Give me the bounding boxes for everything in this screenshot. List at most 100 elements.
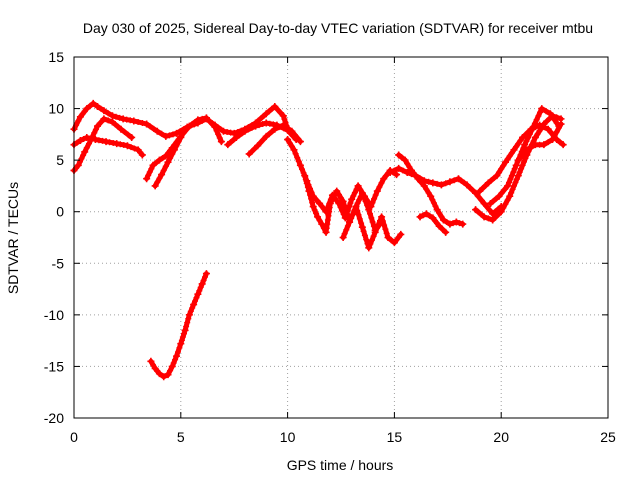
data-point [480,213,488,221]
data-point [202,114,210,122]
data-point [128,133,136,141]
data-point [484,179,492,187]
data-point [149,161,157,169]
data-point [510,146,518,154]
data-point [177,340,185,348]
data-point [378,213,386,221]
data-point [211,123,219,131]
data-point [365,244,373,252]
data-point [87,136,95,144]
data-point [489,216,497,224]
data-point [160,373,168,381]
data-point [501,158,509,166]
series-arc-mid-16 [395,151,467,228]
data-point [173,352,181,360]
y-tick-label: -20 [44,410,64,426]
data-point [93,122,101,130]
data-point [401,156,409,164]
data-point [76,113,84,121]
data-point [339,234,347,241]
data-point [123,142,131,150]
data-point [164,158,172,166]
y-axis-label: SDTVAR / TECUs [5,182,21,294]
data-point [489,210,497,218]
series-arc-valley-13 [339,203,405,252]
data-point [358,189,366,197]
data-point [108,118,116,126]
data-point [512,161,520,169]
data-point [271,125,279,133]
data-point [386,169,394,177]
data-point [314,213,322,221]
data-point [322,228,330,236]
data-point [459,220,467,228]
data-point [138,151,146,159]
series-arc-mid-15 [386,164,505,218]
data-point [108,112,116,120]
data-point [290,146,298,154]
data-point [119,115,127,123]
data-point [493,172,501,180]
data-point [521,141,529,149]
data-point [420,182,428,190]
data-point [153,127,161,135]
data-point [143,175,151,183]
data-point [446,220,454,228]
data-point [538,105,546,113]
data-point [155,156,163,164]
data-point [279,112,287,120]
data-point [155,370,163,378]
data-point [433,206,441,214]
data-point [348,195,356,203]
x-tick-label: 25 [600,429,616,445]
data-point [437,181,445,189]
data-point [395,151,403,159]
data-point [440,216,448,224]
y-tick-label: -15 [44,358,64,374]
x-tick-label: 20 [493,429,509,445]
data-point [81,148,89,156]
data-point [185,122,193,130]
data-point [296,138,304,146]
data-point [162,152,170,160]
data-point [262,110,270,118]
axis-ticks: 0 5 10 15 20 25 -20 -15 -10 -5 0 5 10 15 [44,49,616,445]
data-point [429,179,437,187]
data-point [531,141,539,149]
data-point [190,301,198,309]
data-point [495,192,503,200]
series-arc-late-19 [472,112,565,224]
data-point [89,99,97,107]
series-arc-negative-4 [147,270,210,381]
data-point [309,203,317,211]
data-point [557,120,565,128]
data-point [198,280,206,288]
data-point [480,199,488,207]
data-point [74,161,82,169]
series-arc-early-low [70,115,136,174]
data-point [540,141,548,149]
y-tick-label: 10 [48,101,64,117]
data-point [224,141,232,149]
data-point [316,199,324,207]
series-arc-mid-8 [245,121,304,158]
series-arc-late-20 [476,121,567,195]
x-tick-label: 10 [280,429,296,445]
data-point [472,189,480,197]
data-point [354,182,362,190]
data-point [358,223,366,231]
data-point [194,116,202,124]
data-point [93,103,101,111]
data-point [476,187,484,195]
data-point [301,172,309,180]
data-point [151,364,159,372]
x-axis-label: GPS time / hours [287,457,394,473]
data-point [414,175,422,183]
data-point [536,121,544,129]
data-point [134,146,142,154]
data-point [326,199,334,207]
data-point [230,129,238,137]
data-point [143,120,151,128]
data-point [529,123,537,131]
